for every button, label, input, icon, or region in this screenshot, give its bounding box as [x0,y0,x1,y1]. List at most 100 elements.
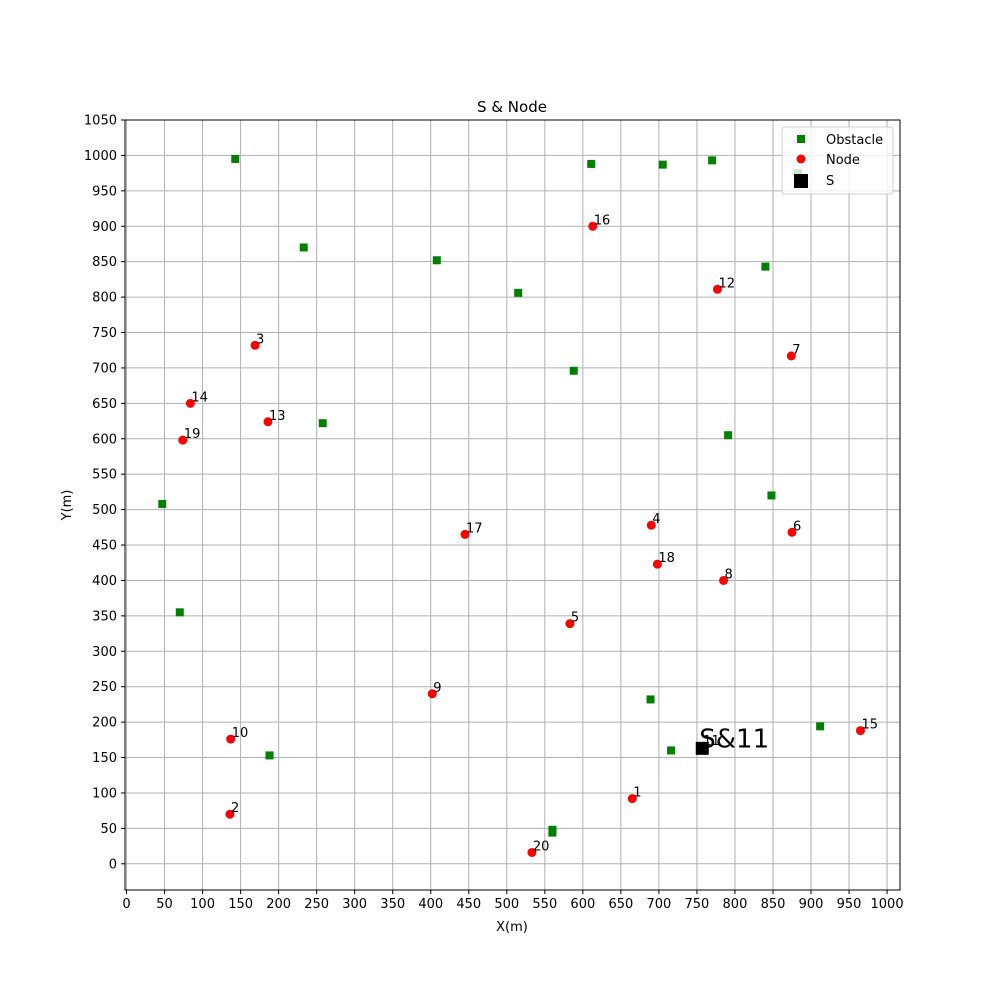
y-tick-label: 900 [92,220,117,235]
obstacle-marker [265,751,274,760]
s-marker [695,741,709,755]
y-tick-label: 250 [92,680,117,695]
legend-s-marker [794,174,808,188]
obstacle-marker [299,243,308,252]
y-tick-label: 1000 [84,149,117,164]
y-tick-label: 200 [92,716,117,731]
legend-obstacle-label: Obstacle [826,133,883,148]
node-marker [225,809,235,819]
obstacle-marker [231,154,240,163]
node-label: 18 [658,551,675,566]
x-tick-label: 50 [156,897,173,912]
obstacle-marker [724,431,733,440]
node-label: 11 [703,734,720,749]
legend-node-label: Node [826,153,860,168]
obstacle-marker [646,695,655,704]
x-tick-label: 550 [532,897,557,912]
node-label: 13 [269,409,286,424]
x-tick-label: 750 [685,897,710,912]
node-marker [646,520,656,530]
obstacle-marker [587,159,596,168]
obstacle-marker [318,419,327,428]
grid-lines [125,119,900,890]
y-tick-label: 300 [92,645,117,660]
node-marker [460,529,470,539]
obstacle-marker [816,722,825,731]
y-axis-label: Y(m) [60,490,75,522]
y-tick-label: 500 [92,503,117,518]
node-marker [786,351,796,361]
y-tick-label: 0 [109,857,117,872]
obstacle-marker [761,262,770,271]
node-marker [588,221,598,231]
y-tick-label: 750 [92,326,117,341]
x-tick-label: 400 [418,897,443,912]
node-marker [263,417,273,427]
obstacle-marker [175,608,184,617]
node-label: 8 [725,567,733,582]
x-tick-label: 200 [266,897,291,912]
s-markers [695,741,709,755]
obstacle-marker [514,288,523,297]
legend-s-label: S [826,174,834,189]
node-label: 3 [256,332,264,347]
node-label: 20 [533,839,550,854]
node-label: 16 [594,213,611,228]
x-axis-label: X(m) [496,920,528,935]
y-tick-label: 950 [92,184,117,199]
obstacle-marker [548,828,557,837]
y-tick-label: 800 [92,291,117,306]
node-label: 4 [652,512,660,527]
node-marker [178,435,188,445]
legend-box [781,126,894,195]
obstacle-marker [158,499,167,508]
x-tick-label: 0 [122,897,130,912]
y-tick-label: 600 [92,432,117,447]
node-marker [719,575,729,585]
node-label: 15 [861,718,878,733]
legend-obstacle-marker [797,135,805,143]
x-tick-label: 100 [190,897,215,912]
x-axis-ticks: 0 50 100 150 200 250 300 350 400 450 500 550 600 650 7… [122,890,904,912]
x-tick-label: 500 [494,897,519,912]
obstacle-marker [708,156,717,165]
node-label: 6 [793,519,801,534]
x-tick-label: 900 [799,897,824,912]
x-tick-label: 350 [380,897,405,912]
node-label: 7 [792,343,800,358]
node-marker [627,794,637,804]
y-tick-label: 150 [92,751,117,766]
node-marker [565,619,575,629]
obstacle-marker [432,256,441,265]
obstacle-marker [569,366,578,375]
y-tick-label: 350 [92,609,117,624]
y-tick-label: 100 [92,786,117,801]
plot-frame [124,119,901,891]
node-marker [185,398,195,408]
obstacle-marker [767,491,776,500]
s-label: S&11 [699,724,769,754]
node-marker [787,527,797,537]
node-label: 12 [718,276,735,291]
x-tick-label: 800 [723,897,748,912]
node-marker [427,689,437,699]
node-label: 9 [433,681,441,696]
x-tick-label: 450 [456,897,481,912]
x-tick-label: 1000 [871,897,904,912]
node-label: 10 [232,726,249,741]
y-tick-label: 550 [92,468,117,483]
x-tick-label: 250 [304,897,329,912]
x-tick-label: 600 [570,897,595,912]
y-tick-label: 850 [92,255,117,270]
node-label: 19 [184,427,201,442]
x-tick-label: 300 [342,897,367,912]
y-tick-label: 400 [92,574,117,589]
node-marker [527,847,537,857]
x-tick-label: 150 [228,897,253,912]
y-tick-label: 50 [100,822,117,837]
node-label: 14 [191,390,208,405]
node-label: 17 [466,521,483,536]
node-marker [226,734,236,744]
